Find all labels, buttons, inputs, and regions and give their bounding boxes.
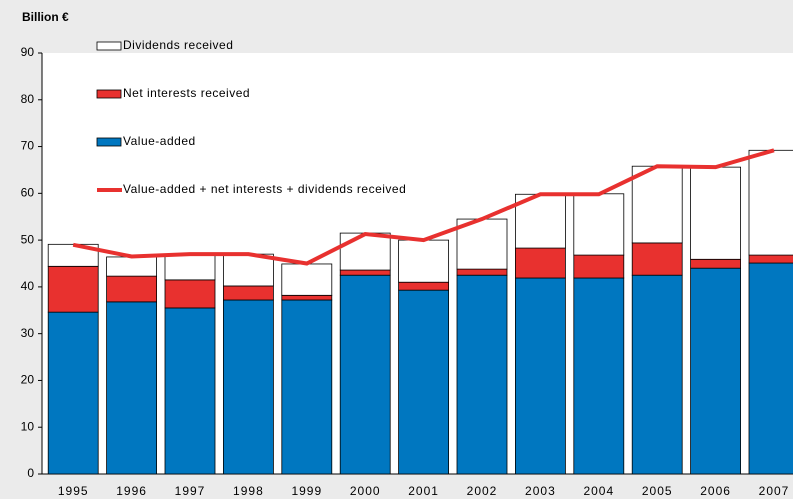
bar-segment <box>164 253 216 281</box>
x-tick-label: 1996 <box>116 484 147 498</box>
bar-segment <box>631 242 683 276</box>
x-tick-label: 2000 <box>350 484 381 498</box>
y-tick-label: 90 <box>21 45 35 59</box>
bar-segment <box>398 239 450 283</box>
y-tick-label: 80 <box>21 92 35 106</box>
bar-segment <box>573 193 625 256</box>
bar-segment <box>106 301 157 475</box>
legend-swatch <box>96 41 122 51</box>
bar-segment <box>47 311 99 475</box>
y-axis-label: Billion € <box>22 10 69 24</box>
bar-segment <box>748 262 793 475</box>
bar-segment <box>690 258 741 269</box>
x-tick-label: 2004 <box>583 484 614 498</box>
bar-segment <box>281 294 333 301</box>
line <box>72 148 775 266</box>
bar-segment <box>690 267 741 475</box>
bar-segment <box>281 263 333 296</box>
bar-segment <box>748 149 793 256</box>
y-tick-label: 60 <box>21 186 35 200</box>
y-tick-label: 40 <box>21 279 35 293</box>
legend-label: Net interests received <box>123 86 250 100</box>
bar-segment <box>515 277 566 475</box>
bar-segment <box>339 274 391 475</box>
bar-segment <box>222 285 274 301</box>
y-tick-label: 10 <box>21 419 35 433</box>
x-tick-label: 1997 <box>175 484 206 498</box>
bar-segment <box>573 277 625 475</box>
legend-label: Value-added <box>123 134 196 148</box>
bar-segment <box>456 274 508 475</box>
legend-label: Value-added + net interests + dividends … <box>123 182 406 196</box>
bar-segment <box>164 307 216 475</box>
bar-segment <box>573 254 625 279</box>
x-tick-label: 2006 <box>700 484 731 498</box>
bar-segment <box>631 165 683 244</box>
bar-segment <box>339 232 391 271</box>
bar-segment <box>106 275 157 303</box>
x-tick-label: 2001 <box>408 484 439 498</box>
bar-segment <box>398 281 450 291</box>
bar-segment <box>631 274 683 475</box>
bar-segment <box>281 299 333 475</box>
x-tick-label: 2002 <box>467 484 498 498</box>
x-tick-label: 2005 <box>642 484 673 498</box>
y-tick-label: 50 <box>21 232 35 246</box>
x-tick-label: 2007 <box>759 484 790 498</box>
bar-segment <box>106 256 157 277</box>
bar-segment <box>47 265 99 313</box>
x-tick-label: 1999 <box>291 484 322 498</box>
legend-swatch <box>96 89 122 99</box>
bar-segment <box>515 247 566 279</box>
bar-segment <box>47 243 99 267</box>
y-tick-label: 20 <box>21 373 35 387</box>
bar-segment <box>690 166 741 260</box>
y-tick-label: 0 <box>27 466 34 480</box>
bar-segment <box>222 299 274 475</box>
bar-segment <box>164 279 216 309</box>
x-tick-label: 2003 <box>525 484 556 498</box>
x-tick-label: 1998 <box>233 484 264 498</box>
x-tick-label: 1995 <box>58 484 89 498</box>
bar-segment <box>456 268 508 276</box>
bar-segment <box>398 289 450 475</box>
y-tick-label: 30 <box>21 326 35 340</box>
y-tick-label: 70 <box>21 139 35 153</box>
legend-label: Dividends received <box>123 38 233 52</box>
bar-segment <box>339 269 391 276</box>
bar-segment <box>748 254 793 264</box>
legend-swatch <box>96 137 122 147</box>
